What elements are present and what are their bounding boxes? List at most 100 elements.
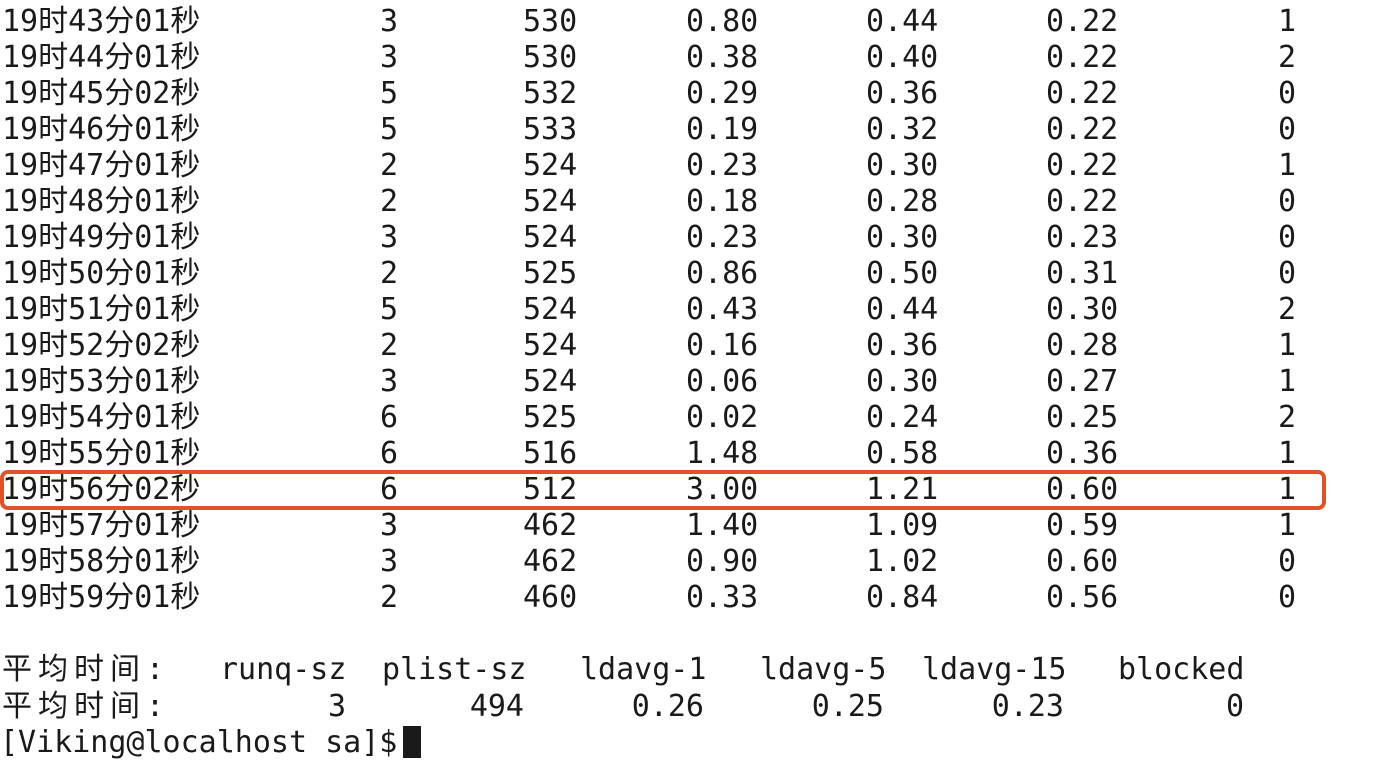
ldavg1-cell: 0.80: [686, 4, 759, 39]
blocked-cell: 0: [1278, 220, 1297, 255]
runq-cell: 2: [380, 184, 399, 219]
ldavg1-cell: 3.00: [686, 472, 759, 507]
prompt-text: [Viking@localhost sa]$: [0, 725, 398, 760]
ldavg15-header: ldavg-15: [922, 652, 1067, 687]
plist-cell: 460: [523, 580, 578, 615]
ldavg1-cell: 0.90: [686, 544, 759, 579]
runq-cell: 3: [380, 364, 399, 399]
blocked-cell: 1: [1278, 148, 1297, 183]
blocked-cell: 0: [1278, 256, 1297, 291]
ldavg15-cell: 0.60: [1046, 472, 1119, 507]
ldavg1-cell: 0.43: [686, 292, 759, 327]
blocked-cell: 1: [1278, 472, 1297, 507]
blocked-average: 0: [1225, 689, 1244, 724]
plist-cell: 530: [523, 40, 578, 75]
time-cell: 19时45分02秒: [2, 76, 201, 111]
blocked-cell: 1: [1278, 328, 1297, 363]
plist-cell: 525: [523, 400, 578, 435]
ldavg1-average: 0.26: [631, 689, 704, 724]
plist-cell: 524: [523, 328, 578, 363]
ldavg15-cell: 0.23: [1046, 220, 1119, 255]
table-row: 19时58分01秒 3 462 0.90 1.02 0.60 0: [0, 544, 1378, 580]
plist-cell: 462: [523, 544, 578, 579]
ldavg1-cell: 0.38: [686, 40, 759, 75]
ldavg15-cell: 0.31: [1046, 256, 1119, 291]
ldavg1-cell: 1.40: [686, 508, 759, 543]
plist-cell: 516: [523, 436, 578, 471]
ldavg15-cell: 0.28: [1046, 328, 1119, 363]
ldavg5-cell: 0.30: [866, 148, 939, 183]
summary-values-row: 平均时间: 3 494 0.26 0.25 0.23 0: [0, 689, 1378, 725]
ldavg15-cell: 0.59: [1046, 508, 1119, 543]
time-cell: 19时47分01秒: [2, 148, 201, 183]
time-cell: 19时54分01秒: [2, 400, 201, 435]
ldavg15-cell: 0.36: [1046, 436, 1119, 471]
runq-cell: 3: [380, 40, 399, 75]
table-row: 19时46分01秒 5 533 0.19 0.32 0.22 0: [0, 112, 1378, 148]
cursor-block-icon: [403, 725, 422, 758]
ldavg15-cell: 0.56: [1046, 580, 1119, 615]
ldavg5-cell: 1.21: [866, 472, 939, 507]
ldavg5-cell: 0.84: [866, 580, 939, 615]
plist-cell: 462: [523, 508, 578, 543]
runq-cell: 6: [380, 400, 399, 435]
table-row: 19时47分01秒 2 524 0.23 0.30 0.22 1: [0, 148, 1378, 184]
time-cell: 19时43分01秒: [2, 4, 201, 39]
ldavg5-cell: 0.50: [866, 256, 939, 291]
plist-cell: 533: [523, 112, 578, 147]
table-row-highlighted: 19时56分02秒 6 512 3.00 1.21 0.60 1: [0, 472, 1378, 508]
table-row: 19时59分01秒 2 460 0.33 0.84 0.56 0: [0, 580, 1378, 616]
table-row: 19时54分01秒 6 525 0.02 0.24 0.25 2: [0, 400, 1378, 436]
ldavg5-header: ldavg-5: [760, 652, 887, 687]
ldavg5-cell: 0.30: [866, 220, 939, 255]
blocked-cell: 1: [1278, 4, 1297, 39]
time-cell: 19时46分01秒: [2, 112, 201, 147]
blocked-cell: 1: [1278, 436, 1297, 471]
blocked-cell: 0: [1278, 76, 1297, 111]
ldavg5-cell: 0.30: [866, 364, 939, 399]
ldavg15-cell: 0.22: [1046, 148, 1119, 183]
shell-prompt[interactable]: [Viking@localhost sa]$: [0, 725, 422, 761]
time-cell: 19时48分01秒: [2, 184, 201, 219]
table-row: 19时50分01秒 2 525 0.86 0.50 0.31 0: [0, 256, 1378, 292]
ldavg5-cell: 1.02: [866, 544, 939, 579]
ldavg15-cell: 0.22: [1046, 4, 1119, 39]
table-row: 19时45分02秒 5 532 0.29 0.36 0.22 0: [0, 76, 1378, 112]
runq-cell: 6: [380, 436, 399, 471]
ldavg1-cell: 1.48: [686, 436, 759, 471]
ldavg5-cell: 0.44: [866, 4, 939, 39]
ldavg1-cell: 0.16: [686, 328, 759, 363]
plist-cell: 524: [523, 292, 578, 327]
time-cell: 19时56分02秒: [2, 472, 201, 507]
ldavg5-cell: 0.44: [866, 292, 939, 327]
ldavg15-average: 0.23: [991, 689, 1064, 724]
runq-cell: 3: [380, 4, 399, 39]
blocked-cell: 2: [1278, 40, 1297, 75]
time-cell: 19时57分01秒: [2, 508, 201, 543]
table-row: 19时55分01秒 6 516 1.48 0.58 0.36 1: [0, 436, 1378, 472]
runq-cell: 2: [380, 256, 399, 291]
table-row: 19时57分01秒 3 462 1.40 1.09 0.59 1: [0, 508, 1378, 544]
ldavg1-cell: 0.02: [686, 400, 759, 435]
table-row: 19时52分02秒 2 524 0.16 0.36 0.28 1: [0, 328, 1378, 364]
table-row: 19时53分01秒 3 524 0.06 0.30 0.27 1: [0, 364, 1378, 400]
table-row: 19时48分01秒 2 524 0.18 0.28 0.22 0: [0, 184, 1378, 220]
blocked-cell: 2: [1278, 400, 1297, 435]
table-row: 19时49分01秒 3 524 0.23 0.30 0.23 0: [0, 220, 1378, 256]
blocked-cell: 2: [1278, 292, 1297, 327]
plist-cell: 530: [523, 4, 578, 39]
ldavg15-cell: 0.25: [1046, 400, 1119, 435]
plist-cell: 524: [523, 184, 578, 219]
time-cell: 19时58分01秒: [2, 544, 201, 579]
ldavg1-cell: 0.29: [686, 76, 759, 111]
runq-cell: 6: [380, 472, 399, 507]
ldavg1-cell: 0.19: [686, 112, 759, 147]
time-cell: 19时53分01秒: [2, 364, 201, 399]
blocked-cell: 0: [1278, 112, 1297, 147]
runq-cell: 3: [380, 544, 399, 579]
time-cell: 19时49分01秒: [2, 220, 201, 255]
ldavg15-cell: 0.60: [1046, 544, 1119, 579]
blocked-cell: 1: [1278, 364, 1297, 399]
ldavg5-cell: 0.40: [866, 40, 939, 75]
